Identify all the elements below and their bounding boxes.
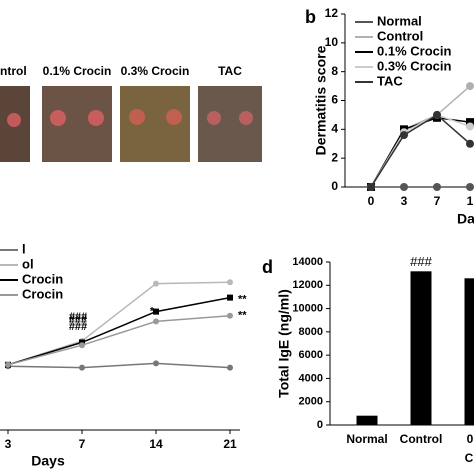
panel-label: b [305, 7, 316, 27]
legend-label: TAC [377, 73, 403, 88]
x-axis-label: Days [31, 453, 65, 469]
point [433, 183, 441, 191]
series-line [7, 362, 231, 369]
y-axis-label: Dermatitis score [313, 45, 329, 155]
series-line [7, 315, 231, 366]
x-tick-label: 0.1 [467, 432, 474, 446]
point [466, 118, 474, 127]
ear [129, 109, 145, 125]
legend-label: 0.1% Crocin [377, 43, 451, 58]
x-tick-label: 0 [368, 194, 375, 208]
y-tick-label: 6000 [299, 349, 323, 361]
y-tick-label: 12000 [292, 279, 323, 291]
y-tick-label: 0 [331, 179, 338, 193]
y-tick-label: 2000 [299, 396, 323, 408]
photo [120, 86, 190, 162]
point [79, 364, 85, 371]
y-axis-label: Total IgE (ng/ml) [276, 289, 292, 398]
point [79, 342, 85, 349]
photo-label: TAC [218, 64, 242, 78]
photo-label: 0.1% Crocin [43, 64, 112, 78]
point [400, 183, 408, 191]
point [153, 360, 159, 367]
series-line [370, 117, 471, 188]
point [227, 294, 233, 301]
x-tick-label: 7 [79, 437, 86, 451]
point [5, 361, 11, 368]
series-line [7, 296, 231, 366]
y-tick-label: 8000 [299, 326, 323, 338]
point [227, 279, 233, 286]
x-axis-label: Da [457, 211, 474, 227]
point [466, 82, 474, 91]
y-tick-label: 2 [331, 150, 338, 164]
x-tick-label: 7 [434, 194, 441, 208]
y-tick-label: 0 [317, 419, 323, 431]
ear [239, 111, 253, 125]
legend-label: Control [377, 28, 423, 43]
point [466, 122, 474, 131]
point [153, 318, 159, 325]
point [153, 308, 159, 315]
x-tick-label: 14 [149, 437, 163, 451]
photo-label: 0.3% Crocin [121, 64, 190, 78]
y-tick-label: 12 [325, 6, 339, 20]
x-tick-label: 3 [5, 437, 12, 451]
annotation: ### [69, 314, 87, 326]
ear [50, 110, 66, 126]
series-line [370, 113, 471, 188]
legend-label: Crocin [22, 286, 63, 301]
point [153, 280, 159, 287]
photo-label: ntrol [0, 64, 27, 78]
y-tick-label: 8 [331, 64, 338, 78]
legend-label: ol [22, 256, 34, 271]
point [466, 139, 474, 148]
series-line [370, 85, 471, 188]
ear [207, 111, 221, 125]
panel-label: d [262, 257, 273, 277]
annotation: ### [410, 254, 432, 269]
photo-panel: ntrol 0.1% Crocin 0.3% Crocin TAC [0, 64, 262, 162]
ear [166, 109, 182, 125]
y-tick-label: 14000 [292, 256, 323, 268]
bar [464, 278, 474, 425]
bar [410, 271, 432, 425]
y-tick-label: 10000 [292, 302, 323, 314]
x-tick-label: 1 [467, 194, 474, 208]
x-tick-label: 3 [401, 194, 408, 208]
ear [88, 110, 104, 126]
annotation: * [150, 305, 155, 317]
x-tick-sublabel: Cro [465, 451, 474, 465]
photo [42, 86, 112, 162]
legend-label: 0.3% Crocin [377, 58, 451, 73]
y-tick-label: 4 [331, 122, 338, 136]
annotation: ** [238, 310, 247, 322]
point [433, 110, 441, 119]
ear [7, 113, 21, 127]
x-tick-label: 21 [223, 437, 237, 451]
bar [356, 415, 378, 425]
y-tick-label: 6 [331, 93, 338, 107]
legend-label: l [22, 241, 26, 256]
photo [198, 86, 262, 162]
point [227, 312, 233, 319]
annotation: ### [69, 321, 87, 333]
x-tick-label: Control [400, 432, 443, 446]
series-line [370, 114, 471, 188]
y-tick-label: 4000 [299, 372, 323, 384]
legend-label: Normal [377, 13, 422, 28]
x-tick-label: Normal [346, 432, 387, 446]
annotation: ### [69, 311, 87, 323]
point [227, 364, 233, 371]
y-tick-label: 10 [325, 35, 339, 49]
point [400, 131, 408, 140]
point [466, 183, 474, 191]
point [367, 183, 375, 191]
legend-label: Crocin [22, 271, 63, 286]
annotation: ** [238, 294, 247, 306]
